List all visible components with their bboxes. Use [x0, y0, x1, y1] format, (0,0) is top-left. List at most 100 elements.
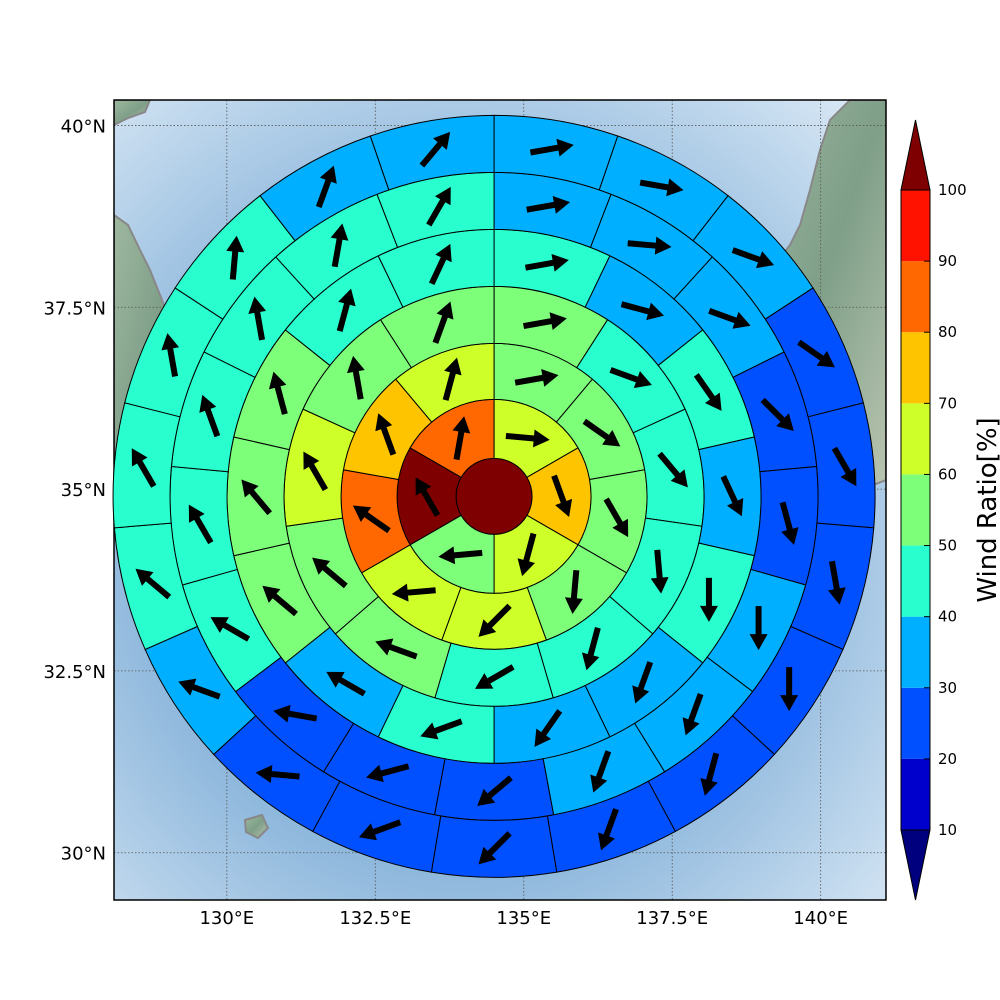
wind-arrow [534, 709, 563, 747]
colorbar-tick-label: 70 [938, 394, 957, 412]
wind-arrow [135, 568, 172, 600]
wind-arrow [478, 603, 512, 637]
colorbar-tick-label: 60 [938, 465, 957, 483]
colorbar-tick-label: 40 [938, 608, 957, 626]
colorbar-over-arrow [900, 119, 931, 191]
wind-arrow [582, 418, 621, 447]
wind-arrow [161, 333, 180, 377]
wind-arrow [564, 569, 583, 615]
longitude-label: 135°E [496, 908, 551, 929]
wind-arrow [188, 504, 214, 545]
wind-arrow [131, 448, 157, 488]
wind-arrow [720, 475, 744, 517]
colorbar-segment [901, 616, 930, 688]
wind-arrow [650, 549, 669, 594]
colorbar: 10 20 30 40 50 60 70 80 90 100 [900, 119, 967, 901]
wind-arrow [529, 138, 574, 157]
wind-arrow [517, 532, 537, 577]
wind-arrow [505, 429, 550, 448]
colorbar-segment [901, 687, 930, 759]
latitude-label: 37.5°N [43, 298, 106, 319]
wind-arrow [312, 557, 348, 589]
colorbar-segment [901, 190, 930, 262]
colorbar-tick-label: 50 [938, 537, 957, 555]
latitude-tick-labels: 40°N 37.5°N 35°N 32.5°N 30°N [43, 116, 106, 864]
wind-arrow [523, 312, 567, 331]
wind-arrow [632, 661, 654, 704]
wind-arrow [699, 577, 718, 622]
colorbar-segment [901, 545, 930, 617]
colorbar-tick-label: 80 [938, 323, 957, 341]
wind-arrow [428, 243, 452, 286]
wind-arrow [241, 479, 273, 516]
wind-arrow [609, 367, 652, 389]
sector-grid [112, 114, 876, 878]
wind-arrow [358, 819, 402, 841]
wind-arrow [255, 765, 300, 783]
wind-arrow [226, 235, 245, 280]
wind-arrow [346, 355, 365, 400]
wind-arrow [620, 301, 665, 321]
wind-vectors [131, 131, 857, 865]
wind-arrow [262, 585, 298, 617]
sector-cell [750, 465, 819, 586]
wind-arrow [210, 617, 251, 642]
sector-cell [112, 402, 181, 529]
wind-arrow [731, 247, 775, 269]
wind-arrow [475, 664, 515, 689]
wind-arrow [551, 474, 573, 518]
wind-arrow [603, 497, 629, 538]
wind-arrow [391, 583, 436, 602]
wind-arrow [268, 371, 288, 415]
wind-arrow [273, 704, 318, 723]
wind-arrow [315, 165, 337, 209]
longitude-tick-labels: 130°E 132.5°E 135°E 137.5°E 140°E [199, 908, 848, 929]
colorbar-segment [901, 261, 930, 333]
wind-arrow [760, 397, 794, 432]
wind-arrow [477, 775, 513, 807]
wind-arrow [248, 296, 267, 341]
colorbar-segment [901, 403, 930, 475]
land-north-west [114, 100, 152, 127]
colorbar-tick-label: 10 [938, 821, 957, 839]
wind-arrow [420, 718, 463, 740]
wind-arrow [693, 373, 722, 411]
wind-arrow [524, 253, 569, 272]
wind-arrow [438, 546, 483, 565]
land-tanegashima [243, 813, 270, 840]
colorbar-segment [901, 758, 930, 830]
longitude-label: 132.5°E [339, 908, 411, 929]
wind-arrow [581, 627, 601, 671]
longitude-label: 130°E [199, 908, 254, 929]
wind-arrow [199, 394, 221, 438]
latitude-label: 30°N [61, 844, 106, 865]
wind-arrow [336, 288, 356, 332]
colorbar-under-arrow [900, 829, 931, 901]
longitude-label: 140°E [793, 908, 848, 929]
wind-arrow [366, 763, 410, 783]
latitude-label: 32.5°N [43, 662, 106, 683]
latitude-label: 40°N [61, 116, 106, 137]
wind-arrow [831, 446, 857, 487]
wind-arrow [442, 357, 462, 401]
longitude-label: 137.5°E [636, 908, 708, 929]
wind-arrow [797, 339, 835, 368]
colorbar-frame [900, 189, 931, 831]
wind-arrow [779, 501, 799, 545]
wind-arrow [700, 752, 720, 796]
wind-arrow [326, 671, 366, 697]
colorbar-tick-label: 100 [938, 181, 967, 199]
wind-arrow [590, 750, 612, 793]
wind-arrow [526, 195, 571, 214]
wind-arrow [415, 477, 441, 517]
wind-arrow [657, 451, 688, 488]
wind-arrow [478, 831, 512, 865]
wind-arrow [375, 638, 418, 660]
colorbar-tick-label: 90 [938, 252, 957, 270]
wind-arrow [639, 178, 684, 197]
wind-arrow [352, 505, 391, 534]
colorbar-title: Wind Ratio[%] [973, 417, 1000, 602]
wind-arrow [432, 301, 454, 344]
colorbar-tick-label: 30 [938, 679, 957, 697]
